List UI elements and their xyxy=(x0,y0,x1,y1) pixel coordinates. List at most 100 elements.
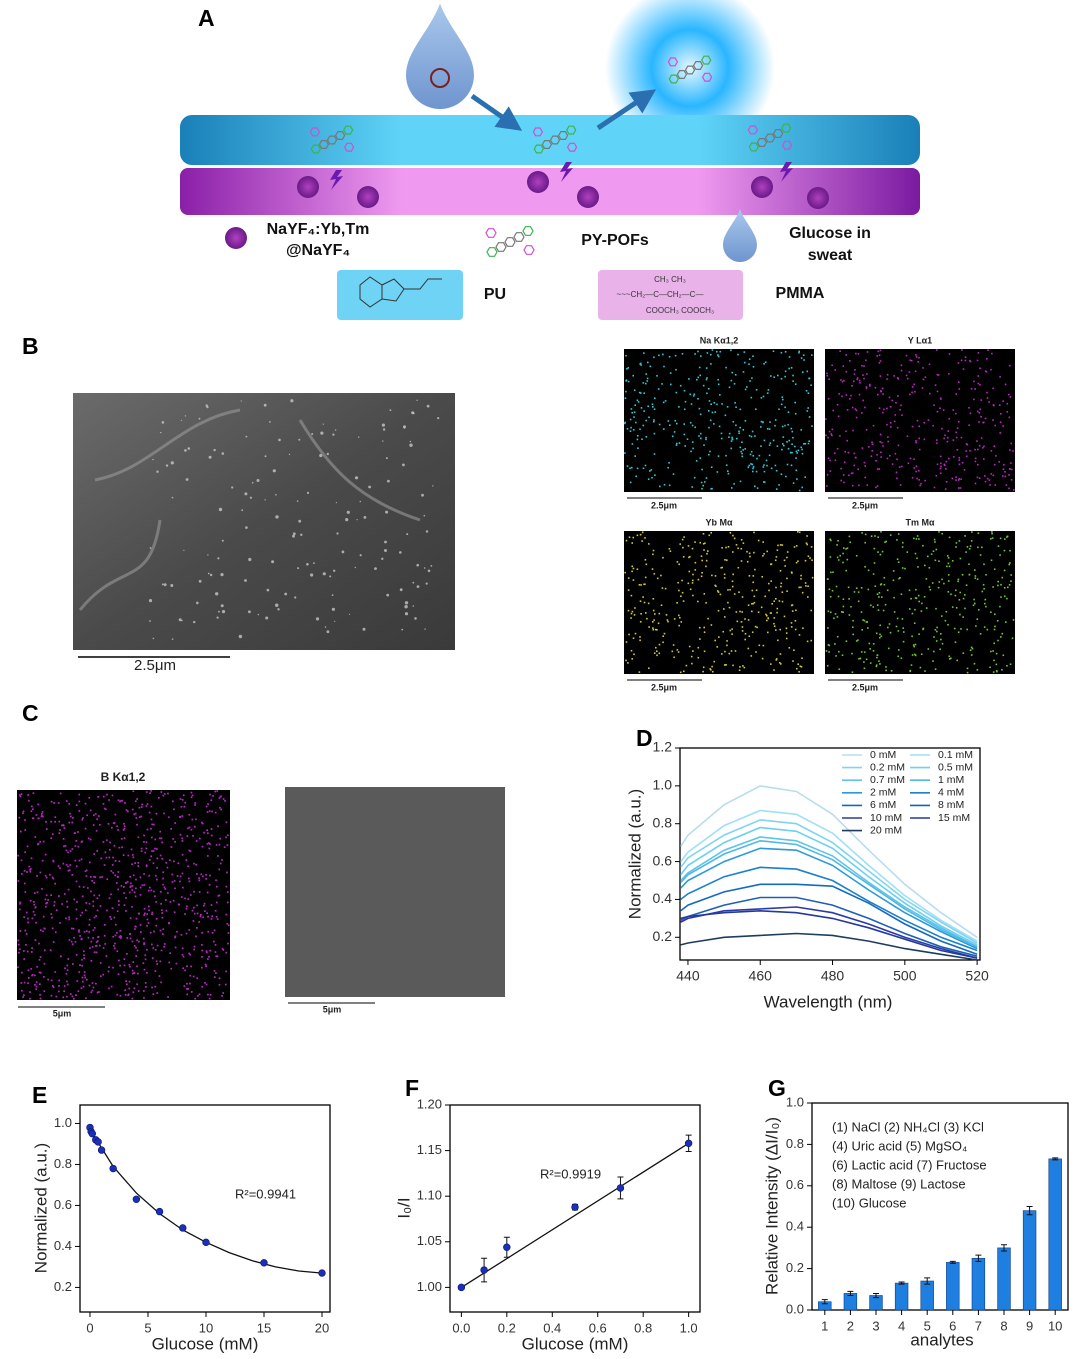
eds-dot xyxy=(727,470,729,472)
eds-dot xyxy=(102,973,104,976)
eds-dot xyxy=(982,447,984,449)
eds-dot xyxy=(973,662,976,665)
eds-dot xyxy=(1012,450,1014,452)
eds-dot xyxy=(941,642,944,645)
eds-dot xyxy=(986,391,988,394)
eds-dot xyxy=(111,864,114,866)
annotation: R²=0.9919 xyxy=(540,1166,601,1181)
eds-dot xyxy=(135,878,137,881)
eds-dot xyxy=(156,857,159,860)
eds-dot xyxy=(1005,621,1007,623)
panel-label: B xyxy=(22,333,39,359)
eds-dot xyxy=(49,873,51,876)
eds-dot xyxy=(75,954,78,956)
eds-dot xyxy=(227,901,229,904)
eds-dot xyxy=(103,934,106,937)
eds-dot xyxy=(45,828,48,830)
eds-dot xyxy=(110,893,112,896)
molecule-ring xyxy=(495,242,507,252)
eds-dot xyxy=(754,485,756,488)
eds-dot xyxy=(74,845,77,847)
eds-dot xyxy=(76,980,79,982)
eds-dot xyxy=(808,377,811,380)
eds-dot xyxy=(114,813,117,816)
eds-dot xyxy=(939,467,942,470)
eds-dot xyxy=(67,869,70,872)
map-title: Y Lα1 xyxy=(908,335,932,345)
eds-dot xyxy=(160,791,163,793)
eds-dot xyxy=(888,623,891,625)
eds-dot xyxy=(174,946,177,949)
eds-dot xyxy=(929,392,931,395)
eds-dot xyxy=(632,567,635,570)
eds-dot xyxy=(732,421,735,423)
eds-dot xyxy=(864,465,866,467)
eds-dot xyxy=(920,482,922,485)
eds-dot xyxy=(662,401,665,404)
eds-dot xyxy=(73,936,75,939)
sem-speckle xyxy=(184,449,187,452)
eds-dot xyxy=(61,824,63,827)
sem-speckle xyxy=(248,610,251,614)
eds-dot xyxy=(763,363,765,365)
eds-dot xyxy=(1008,474,1010,476)
eds-dot xyxy=(116,931,118,934)
eds-dot xyxy=(760,606,763,609)
eds-dot xyxy=(649,365,652,368)
eds-dot xyxy=(140,847,143,850)
eds-dot xyxy=(221,859,223,861)
eds-dot xyxy=(781,396,784,398)
eds-dot xyxy=(986,628,989,631)
eds-dot xyxy=(194,804,196,806)
x-tick-label: 460 xyxy=(749,968,773,984)
eds-dot xyxy=(663,483,666,486)
eds-dot xyxy=(640,392,642,394)
eds-dot xyxy=(728,386,731,389)
eds-dot xyxy=(713,423,715,425)
eds-dot xyxy=(134,812,137,815)
eds-dot xyxy=(700,481,703,484)
eds-dot xyxy=(747,619,750,621)
eds-dot xyxy=(68,821,71,824)
eds-dot xyxy=(856,378,858,381)
eds-dot xyxy=(845,370,848,373)
eds-dot xyxy=(35,981,38,983)
eds-dot xyxy=(973,598,975,601)
x-axis-label: Wavelength (nm) xyxy=(764,992,893,1011)
eds-dot xyxy=(156,944,159,947)
legend-label: 0.1 mM xyxy=(938,749,973,761)
spectrum-line xyxy=(680,826,978,946)
eds-dot xyxy=(93,853,96,855)
eds-dot xyxy=(705,477,708,479)
data-point xyxy=(94,1138,102,1146)
eds-dot xyxy=(89,861,91,864)
sem-speckle xyxy=(315,617,320,621)
eds-dot xyxy=(138,940,140,943)
eds-dot xyxy=(1008,468,1011,470)
eds-dot xyxy=(644,576,647,579)
eds-dot xyxy=(748,358,751,360)
eds-dot xyxy=(700,437,702,440)
eds-dot xyxy=(940,462,942,465)
eds-dot xyxy=(128,980,131,983)
eds-dot xyxy=(719,394,721,396)
eds-dot xyxy=(913,467,915,469)
eds-dot xyxy=(163,945,165,948)
eds-dot xyxy=(957,580,959,583)
eds-dot xyxy=(911,391,913,394)
eds-dot xyxy=(878,354,881,356)
eds-dot xyxy=(186,835,189,837)
eds-dot xyxy=(139,924,142,926)
eds-dot xyxy=(768,582,770,585)
eds-dot xyxy=(71,848,74,850)
eds-dot xyxy=(902,627,904,629)
eds-dot xyxy=(173,808,175,811)
eds-dot xyxy=(924,376,927,378)
eds-dot xyxy=(1009,449,1011,451)
eds-dot xyxy=(30,951,33,953)
eds-dot xyxy=(976,410,979,413)
eds-dot xyxy=(887,440,889,443)
eds-dot xyxy=(842,611,844,613)
eds-dot xyxy=(126,983,128,986)
eds-dot xyxy=(878,468,881,470)
